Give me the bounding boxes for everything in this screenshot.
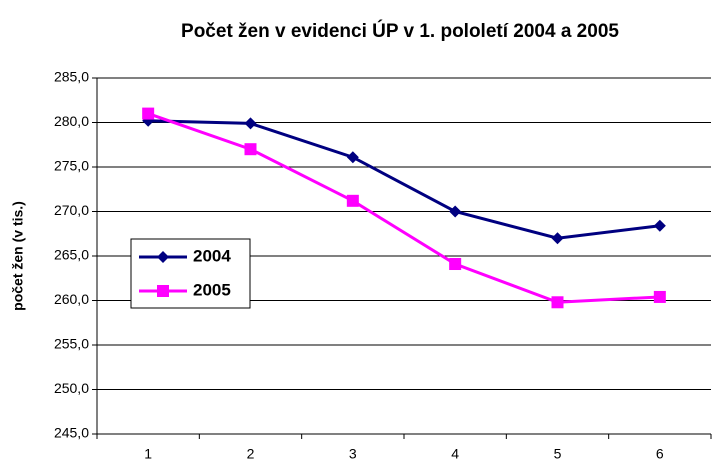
- x-tick-label: 1: [144, 446, 152, 462]
- legend-marker: [157, 285, 169, 297]
- y-tick-label: 265,0: [54, 247, 89, 263]
- data-point: [346, 151, 359, 164]
- legend-marker: [157, 251, 169, 263]
- data-point: [244, 117, 257, 130]
- data-point: [551, 232, 564, 245]
- y-axis-label: počet žen (v tis.): [10, 201, 26, 311]
- chart-title: Počet žen v evidenci ÚP v 1. pololetí 20…: [181, 20, 619, 42]
- y-tick-label: 245,0: [54, 425, 89, 441]
- y-tick-label: 270,0: [54, 202, 89, 218]
- y-tick-label: 280,0: [54, 113, 89, 129]
- series-line: [148, 119, 661, 240]
- y-tick-label: 285,0: [54, 69, 89, 85]
- y-tick-label: 260,0: [54, 291, 89, 307]
- data-point: [551, 296, 564, 309]
- x-tick-label: 6: [656, 446, 664, 462]
- x-tick-label: 2: [247, 446, 255, 462]
- legend-label: 2005: [193, 280, 231, 299]
- legend-label: 2004: [193, 246, 231, 265]
- x-tick-label: 3: [349, 446, 357, 462]
- data-point: [142, 107, 155, 120]
- data-point: [449, 205, 462, 218]
- x-tick-label: 5: [554, 446, 562, 462]
- data-point: [653, 219, 666, 232]
- data-point: [244, 143, 257, 156]
- y-tick-label: 275,0: [54, 158, 89, 174]
- x-tick-label: 4: [451, 446, 459, 462]
- legend-box: [130, 238, 251, 309]
- data-point: [449, 258, 462, 271]
- y-tick-label: 250,0: [54, 380, 89, 396]
- data-point: [653, 290, 666, 303]
- data-point: [346, 194, 359, 207]
- y-tick-label: 255,0: [54, 336, 89, 352]
- series-line: [147, 112, 660, 304]
